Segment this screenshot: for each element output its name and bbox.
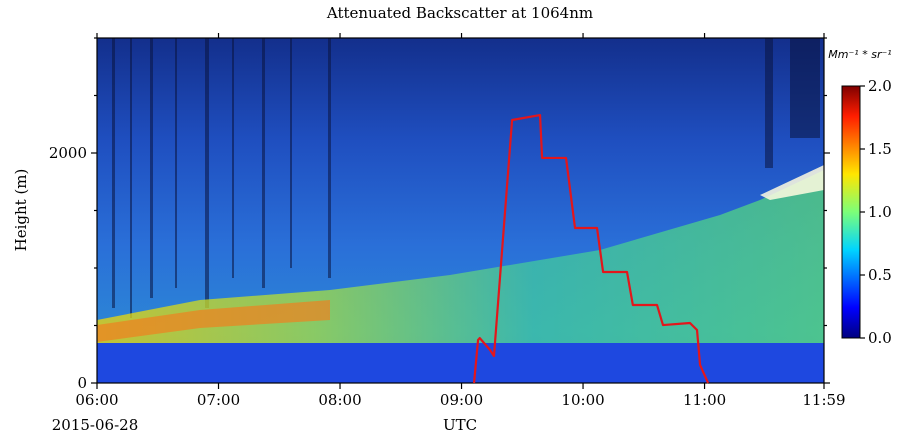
y-axis-label: Height (m) xyxy=(12,169,30,252)
chart-title: Attenuated Backscatter at 1064nm xyxy=(326,4,593,22)
y-tick-label: 0 xyxy=(77,374,87,392)
colorbar-tick-label: 0.5 xyxy=(868,266,892,284)
colorbar-tick-label: 1.0 xyxy=(868,203,892,221)
colorbar-tick-label: 2.0 xyxy=(868,77,892,95)
x-tick-label: 11:00 xyxy=(683,391,726,409)
colorbar-tick-label: 0.0 xyxy=(868,329,892,347)
colorbar-tick-label: 1.5 xyxy=(868,140,892,158)
y-tick-label: 2000 xyxy=(49,144,87,162)
x-tick-label: 11:59 xyxy=(802,391,845,409)
x-tick-label: 07:00 xyxy=(197,391,240,409)
colorbar-label: Mm⁻¹ * sr⁻¹ xyxy=(828,48,891,61)
x-tick-label: 10:00 xyxy=(561,391,604,409)
colorbar xyxy=(841,85,861,339)
backscatter-image xyxy=(97,38,824,383)
x-tick-label: 09:00 xyxy=(440,391,483,409)
flight-track xyxy=(472,113,710,384)
date-label: 2015-06-28 xyxy=(52,416,138,434)
x-tick-label: 08:00 xyxy=(318,391,361,409)
x-tick-label: 06:00 xyxy=(75,391,118,409)
x-axis-label: UTC xyxy=(443,416,477,434)
